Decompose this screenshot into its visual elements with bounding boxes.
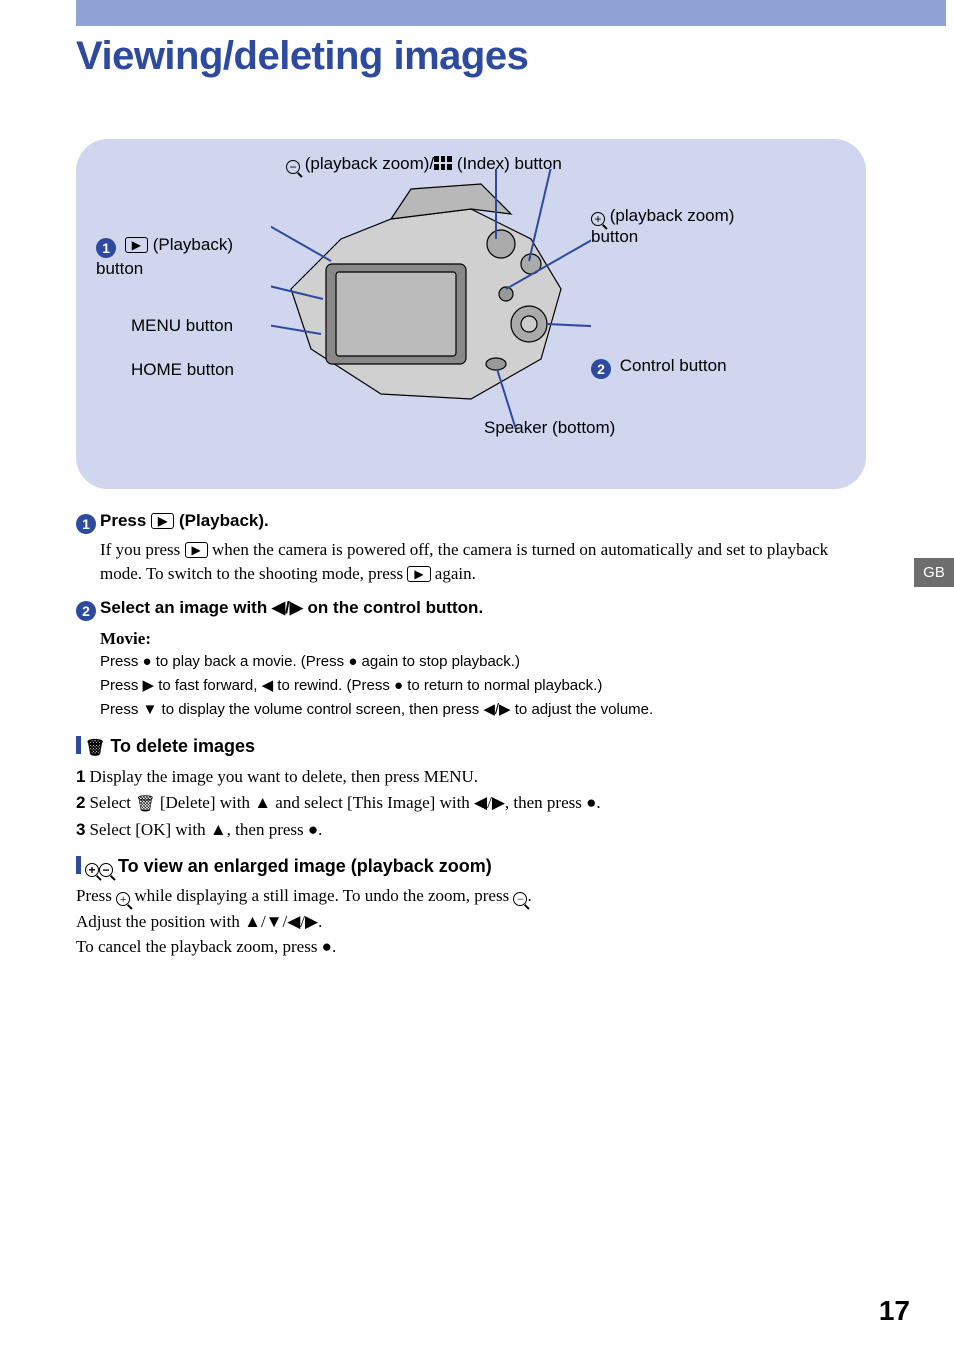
callout-home-button: HOME button: [131, 359, 234, 380]
text: .: [527, 886, 531, 905]
delete-body: 1Display the image you want to delete, t…: [76, 764, 866, 842]
callout-text: Control button: [620, 356, 727, 375]
grid-index-icon: [434, 156, 452, 170]
playback-icon: ▶: [407, 566, 430, 582]
zoom-in-icon: +: [85, 863, 99, 877]
movie-line-1: Press ● to play back a movie. (Press ● a…: [100, 650, 866, 674]
text: Select an image with ◀/▶ on the control …: [100, 598, 483, 617]
zoom-out-icon: −: [99, 863, 113, 877]
movie-line-2: Press ▶ to fast forward, ◀ to rewind. (P…: [100, 674, 866, 698]
text: Display the image you want to delete, th…: [89, 767, 478, 786]
callout-zoom-in-button: + (playback zoom) button: [591, 205, 761, 248]
zoom-heading: +− To view an enlarged image (playback z…: [76, 856, 866, 877]
text: [Delete] with ▲ and select [This Image] …: [156, 793, 601, 812]
trash-icon: 🗑︎: [85, 738, 105, 758]
step-1-body: If you press ▶ when the camera is powere…: [100, 538, 866, 586]
page-number: 17: [879, 1295, 910, 1327]
zoom-body: Press + while displaying a still image. …: [76, 883, 866, 960]
delete-item-2: 2Select 🗑︎ [Delete] with ▲ and select [T…: [76, 790, 866, 817]
playback-icon: ▶: [151, 513, 174, 529]
callout-control-button: 2 Control button: [591, 355, 727, 379]
zoom-out-icon: −: [513, 892, 527, 906]
callout-text: (Playback) button: [96, 235, 233, 278]
trash-icon: 🗑︎: [135, 793, 155, 817]
zoom-in-icon: +: [116, 892, 130, 906]
badge-1-icon: 1: [76, 514, 96, 534]
text: To view an enlarged image (playback zoom…: [118, 856, 492, 876]
camera-illustration: [271, 169, 591, 429]
badge-2-icon: 2: [591, 359, 611, 379]
badge-2-icon: 2: [76, 601, 96, 621]
page-title: Viewing/deleting images: [76, 34, 866, 79]
text: Select [OK] with ▲, then press ●.: [89, 820, 322, 839]
movie-heading: Movie:: [100, 627, 866, 651]
movie-line-3: Press ▼ to display the volume control sc…: [100, 698, 866, 722]
text: To delete images: [110, 736, 255, 756]
step-2-body: Movie: Press ● to play back a movie. (Pr…: [100, 627, 866, 723]
badge-1-icon: 1: [96, 238, 116, 258]
callout-index-button: − (playback zoom)/ (Index) button: [286, 153, 562, 174]
step-2: 2Select an image with ◀/▶ on the control…: [76, 598, 866, 723]
zoom-p1: Press + while displaying a still image. …: [76, 883, 866, 909]
accent-bar-icon: [76, 736, 81, 754]
delete-item-1: 1Display the image you want to delete, t…: [76, 764, 866, 790]
accent-bar-icon: [76, 856, 81, 874]
step-1: 1Press ▶ (Playback). If you press ▶ when…: [76, 511, 866, 586]
zoom-in-icon: +: [591, 212, 605, 226]
text: while displaying a still image. To undo …: [130, 886, 513, 905]
callout-playback-button: 1 ▶ (Playback) button: [96, 234, 276, 279]
text: If you press: [100, 540, 185, 559]
language-tab: GB: [914, 558, 954, 587]
zoom-out-icon: −: [286, 160, 300, 174]
delete-item-3: 3Select [OK] with ▲, then press ●.: [76, 817, 866, 843]
playback-icon: ▶: [125, 237, 148, 253]
top-accent-bar: [76, 0, 946, 26]
callout-menu-button: MENU button: [131, 315, 233, 336]
text: Press: [76, 886, 116, 905]
playback-icon: ▶: [185, 542, 208, 558]
zoom-p2: Adjust the position with ▲/▼/◀/▶.: [76, 909, 866, 935]
camera-diagram: − (playback zoom)/ (Index) button 1 ▶ (P…: [76, 139, 866, 489]
text: Select: [89, 793, 135, 812]
step-2-title: 2Select an image with ◀/▶ on the control…: [76, 598, 866, 621]
callout-speaker: Speaker (bottom): [484, 417, 615, 438]
text: again.: [431, 564, 476, 583]
callout-text: (playback zoom) button: [591, 206, 734, 246]
step-1-title: 1Press ▶ (Playback).: [76, 511, 866, 534]
delete-heading: 🗑︎ To delete images: [76, 736, 866, 758]
page-content: Viewing/deleting images: [0, 26, 954, 960]
zoom-p3: To cancel the playback zoom, press ●.: [76, 934, 866, 960]
movie-instructions: Press ● to play back a movie. (Press ● a…: [100, 650, 866, 722]
